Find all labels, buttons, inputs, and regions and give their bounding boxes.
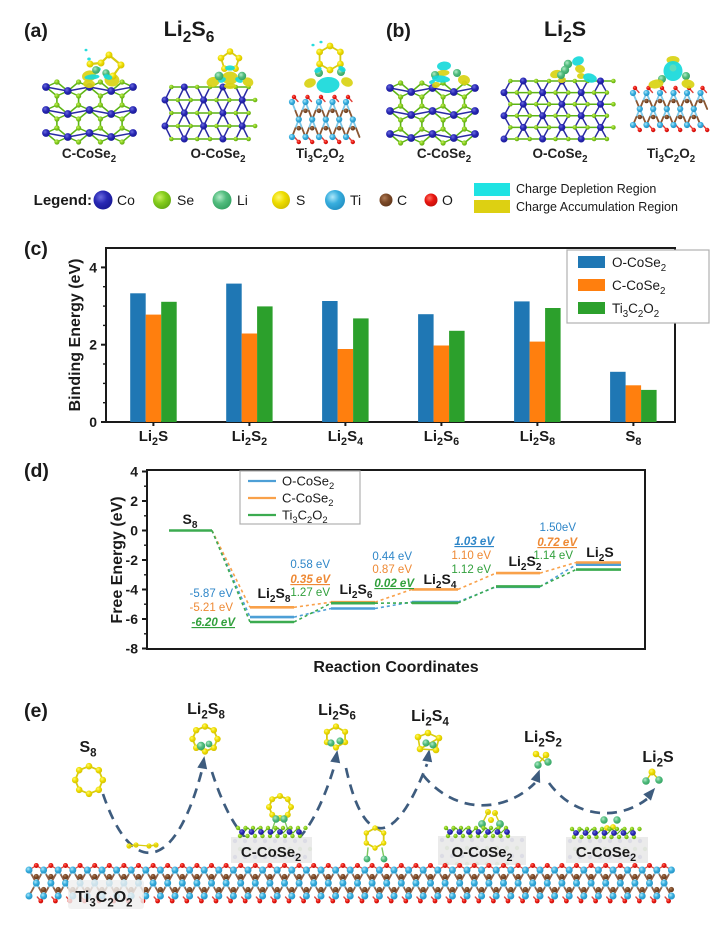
svg-text:-4: -4: [126, 582, 139, 598]
svg-text:0.72 eV: 0.72 eV: [537, 537, 578, 549]
svg-text:0: 0: [130, 523, 138, 539]
svg-text:1.14 eV: 1.14 eV: [533, 550, 573, 562]
svg-text:4: 4: [89, 259, 97, 275]
svg-text:Reaction Coordinates: Reaction Coordinates: [313, 659, 478, 676]
svg-text:Ti3C2O2: Ti3C2O2: [282, 508, 328, 526]
svg-text:-2: -2: [126, 552, 139, 568]
svg-text:O-CoSe2: O-CoSe2: [282, 474, 334, 492]
svg-text:0.35 eV: 0.35 eV: [290, 574, 331, 586]
svg-text:Charge Accumulation Region: Charge Accumulation Region: [516, 200, 678, 214]
svg-text:O: O: [442, 192, 453, 208]
svg-text:C: C: [397, 192, 407, 208]
svg-text:0.44 eV: 0.44 eV: [372, 551, 412, 563]
svg-text:Charge Depletion Region: Charge Depletion Region: [516, 182, 656, 196]
svg-text:(a): (a): [24, 20, 48, 42]
svg-text:1.12 eV: 1.12 eV: [451, 564, 491, 576]
svg-text:2: 2: [130, 493, 138, 509]
svg-text:S: S: [296, 192, 305, 208]
svg-text:(d): (d): [24, 460, 49, 482]
svg-text:Binding Energy (eV): Binding Energy (eV): [67, 259, 84, 412]
svg-text:-6: -6: [126, 611, 139, 627]
svg-text:1.50eV: 1.50eV: [540, 522, 577, 534]
svg-text:1.27 eV: 1.27 eV: [290, 587, 330, 599]
svg-text:(e): (e): [24, 700, 48, 722]
svg-text:-6.20 eV: -6.20 eV: [192, 617, 237, 629]
svg-text:(c): (c): [24, 238, 48, 260]
svg-text:C-CoSe2: C-CoSe2: [282, 491, 333, 509]
svg-text:Co: Co: [117, 192, 135, 208]
svg-text:-5.87 eV: -5.87 eV: [190, 588, 234, 600]
svg-text:-5.21 eV: -5.21 eV: [190, 602, 234, 614]
svg-text:(b): (b): [386, 20, 411, 42]
svg-text:0: 0: [89, 414, 97, 430]
svg-text:0.87 eV: 0.87 eV: [372, 564, 412, 576]
svg-text:0.02 eV: 0.02 eV: [374, 578, 415, 590]
svg-text:Legend:: Legend:: [34, 192, 92, 209]
svg-text:-8: -8: [126, 641, 139, 657]
svg-text:0.58 eV: 0.58 eV: [290, 559, 330, 571]
svg-text:2: 2: [89, 337, 97, 353]
svg-text:Se: Se: [177, 192, 194, 208]
svg-text:1.10 eV: 1.10 eV: [451, 550, 491, 562]
svg-text:1.03 eV: 1.03 eV: [454, 536, 495, 548]
svg-text:Ti: Ti: [350, 192, 361, 208]
svg-text:Li: Li: [237, 192, 248, 208]
svg-text:Free Energy (eV): Free Energy (eV): [109, 496, 126, 623]
svg-text:4: 4: [130, 464, 138, 480]
